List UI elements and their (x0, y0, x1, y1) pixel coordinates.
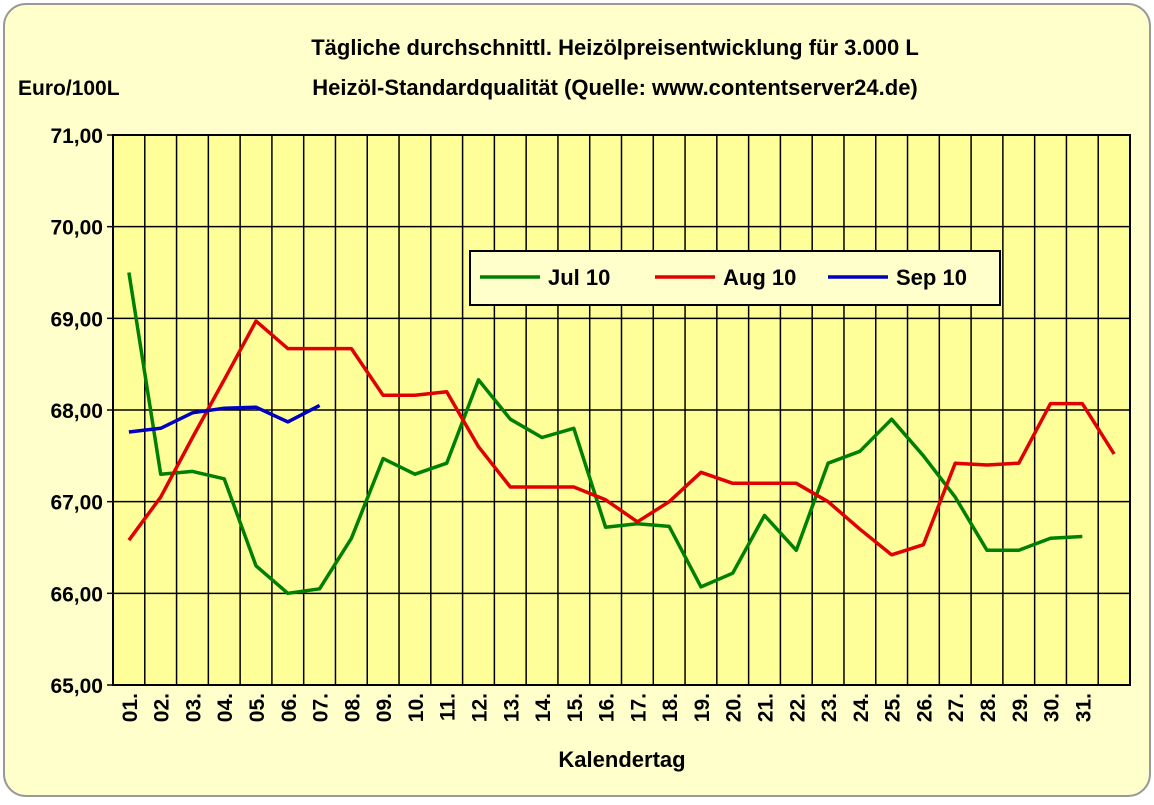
x-tick-label: 28. (977, 693, 1000, 722)
x-tick-label: 15. (564, 693, 587, 722)
x-tick-label: 25. (882, 693, 905, 722)
y-tick-label: 67,00 (50, 492, 103, 515)
x-tick-label: 16. (596, 693, 619, 722)
x-tick-label: 23. (818, 693, 841, 722)
x-tick-label: 08. (341, 693, 364, 722)
x-tick-label: 19. (691, 693, 714, 722)
chart-title: Tägliche durchschnittl. Heizölpreisentwi… (311, 35, 919, 60)
series-line (127, 319, 1116, 557)
x-axis-label: Kalendertag (558, 747, 685, 772)
x-tick-label: 04. (214, 693, 237, 722)
y-tick-label: 70,00 (50, 217, 103, 240)
x-tick-label: 05. (246, 693, 269, 722)
series-line (127, 272, 1083, 596)
legend-label: Aug 10 (723, 265, 796, 290)
y-tick-label: 71,00 (50, 125, 103, 148)
x-tick-label: 14. (532, 693, 555, 722)
x-tick-label: 29. (1009, 693, 1032, 722)
x-tick-label: 30. (1041, 693, 1064, 722)
y-tick-label: 65,00 (50, 675, 103, 698)
legend-box (469, 250, 1001, 306)
y-tick-label: 66,00 (50, 583, 103, 606)
x-tick-label: 26. (913, 693, 936, 722)
x-tick-label: 27. (945, 693, 968, 722)
x-tick-label: 12. (468, 693, 491, 722)
x-tick-label: 13. (500, 693, 523, 722)
x-tick-label: 01. (119, 693, 142, 722)
x-tick-label: 02. (151, 693, 174, 722)
series-line (128, 403, 321, 434)
y-axis-label: Euro/100L (18, 77, 120, 100)
x-tick-label: 18. (659, 693, 682, 722)
chart-subtitle: Heizöl-Standardqualität (Quelle: www.con… (312, 75, 918, 100)
x-tick-label: 24. (850, 693, 873, 722)
x-tick-label: 10. (405, 693, 428, 722)
x-tick-label: 31. (1072, 693, 1095, 722)
x-tick-label: 22. (786, 693, 809, 722)
y-tick-label: 68,00 (50, 400, 103, 423)
legend-label: Sep 10 (896, 265, 967, 290)
legend-label: Jul 10 (548, 265, 610, 290)
x-tick-label: 17. (627, 693, 650, 722)
x-tick-label: 20. (723, 693, 746, 722)
x-tick-label: 03. (182, 693, 205, 722)
x-tick-label: 09. (373, 693, 396, 722)
x-tick-label: 11. (437, 693, 460, 721)
y-tick-label: 69,00 (50, 308, 103, 331)
x-tick-label: 07. (310, 693, 333, 722)
x-tick-label: 06. (278, 693, 301, 722)
x-tick-label: 21. (755, 693, 778, 722)
